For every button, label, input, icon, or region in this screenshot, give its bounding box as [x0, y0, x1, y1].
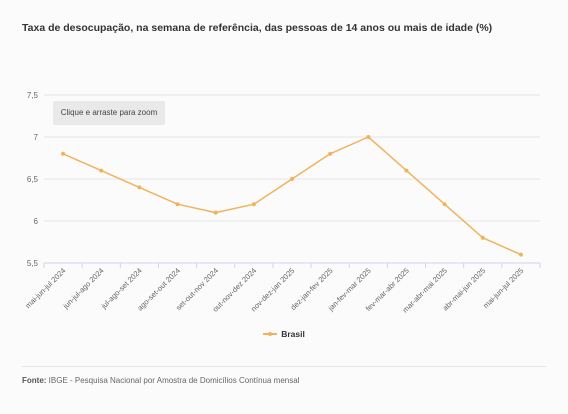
source-text: IBGE - Pesquisa Nacional por Amostra de … — [48, 376, 300, 385]
source-label: Fonte: — [22, 376, 47, 385]
y-tick-label: 7 — [34, 133, 39, 142]
zoom-hint: Clique e arraste para zoom — [53, 101, 165, 125]
legend-label-brasil[interactable]: Brasil — [281, 329, 305, 339]
series-line-brasil[interactable] — [62, 136, 522, 256]
x-tick-label: mai-jun-jul 2025 — [481, 266, 525, 310]
data-point[interactable] — [290, 177, 294, 181]
data-point[interactable] — [251, 202, 256, 207]
data-point[interactable] — [213, 210, 218, 215]
data-point[interactable] — [137, 185, 142, 190]
data-point[interactable] — [442, 202, 447, 207]
legend-swatch — [263, 330, 278, 338]
source-note: Fonte: IBGE - Pesquisa Nacional por Amos… — [22, 376, 299, 385]
data-point[interactable] — [518, 252, 523, 257]
data-point[interactable] — [366, 135, 371, 139]
data-point[interactable] — [480, 235, 485, 240]
data-point[interactable] — [99, 168, 104, 173]
data-point[interactable] — [404, 168, 409, 173]
chart-title: Taxa de desocupação, na semana de referê… — [22, 22, 493, 34]
data-point[interactable] — [328, 151, 333, 156]
y-tick-label: 6,5 — [27, 175, 39, 184]
data-point[interactable] — [61, 151, 66, 156]
data-point[interactable] — [175, 202, 180, 207]
divider — [22, 366, 546, 367]
y-tick-label: 7,5 — [27, 91, 39, 100]
legend[interactable]: Brasil — [0, 329, 568, 339]
y-tick-label: 5,5 — [27, 259, 39, 268]
y-tick-label: 6 — [34, 217, 39, 226]
